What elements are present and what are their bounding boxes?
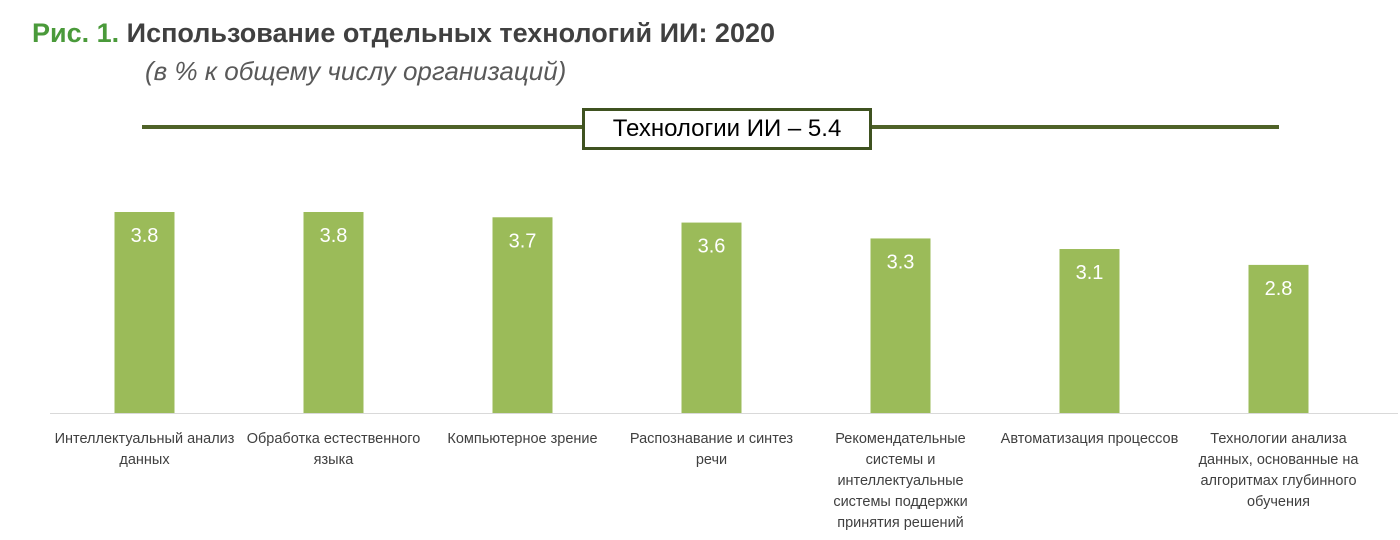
banner-line-right bbox=[870, 125, 1279, 129]
chart-subtitle: (в % к общему числу организаций) bbox=[145, 56, 567, 86]
bar-6 bbox=[1059, 249, 1120, 413]
category-label-2: Обработка естественного языка bbox=[247, 431, 421, 468]
chart-title: Рис. 1. Использование отдельных технолог… bbox=[32, 18, 775, 49]
figure-label: Рис. 1. bbox=[32, 18, 120, 48]
category-label-4: Распознавание и синтез речи bbox=[630, 431, 793, 468]
bar-2 bbox=[303, 212, 364, 413]
category-label-1: Интеллектуальный анализ данных bbox=[55, 431, 235, 468]
bar-7 bbox=[1248, 264, 1309, 413]
data-label-3: 3.7 bbox=[509, 230, 537, 252]
data-label-1: 3.8 bbox=[131, 225, 159, 247]
data-label-7: 2.8 bbox=[1265, 278, 1293, 300]
bar-1 bbox=[114, 212, 175, 413]
bar-5 bbox=[870, 238, 931, 413]
category-label-3: Компьютерное зрение bbox=[447, 431, 597, 447]
category-label-5: Рекомендательные системы и интеллектуальны… bbox=[833, 431, 967, 531]
data-label-5: 3.3 bbox=[887, 251, 915, 273]
banner-line-left bbox=[142, 125, 584, 129]
data-label-4: 3.6 bbox=[698, 236, 726, 258]
title-text: Использование отдельных технологий ИИ: 2… bbox=[126, 18, 776, 48]
bar-4 bbox=[681, 222, 742, 413]
data-label-2: 3.8 bbox=[320, 225, 348, 247]
category-label-6: Автоматизация процессов bbox=[1001, 431, 1179, 447]
bar-3 bbox=[492, 217, 553, 413]
category-label-7: Технологии анализа данных, основанные на а… bbox=[1199, 431, 1360, 510]
total-banner: Технологии ИИ – 5.4 bbox=[582, 108, 872, 150]
data-label-6: 3.1 bbox=[1076, 262, 1104, 284]
